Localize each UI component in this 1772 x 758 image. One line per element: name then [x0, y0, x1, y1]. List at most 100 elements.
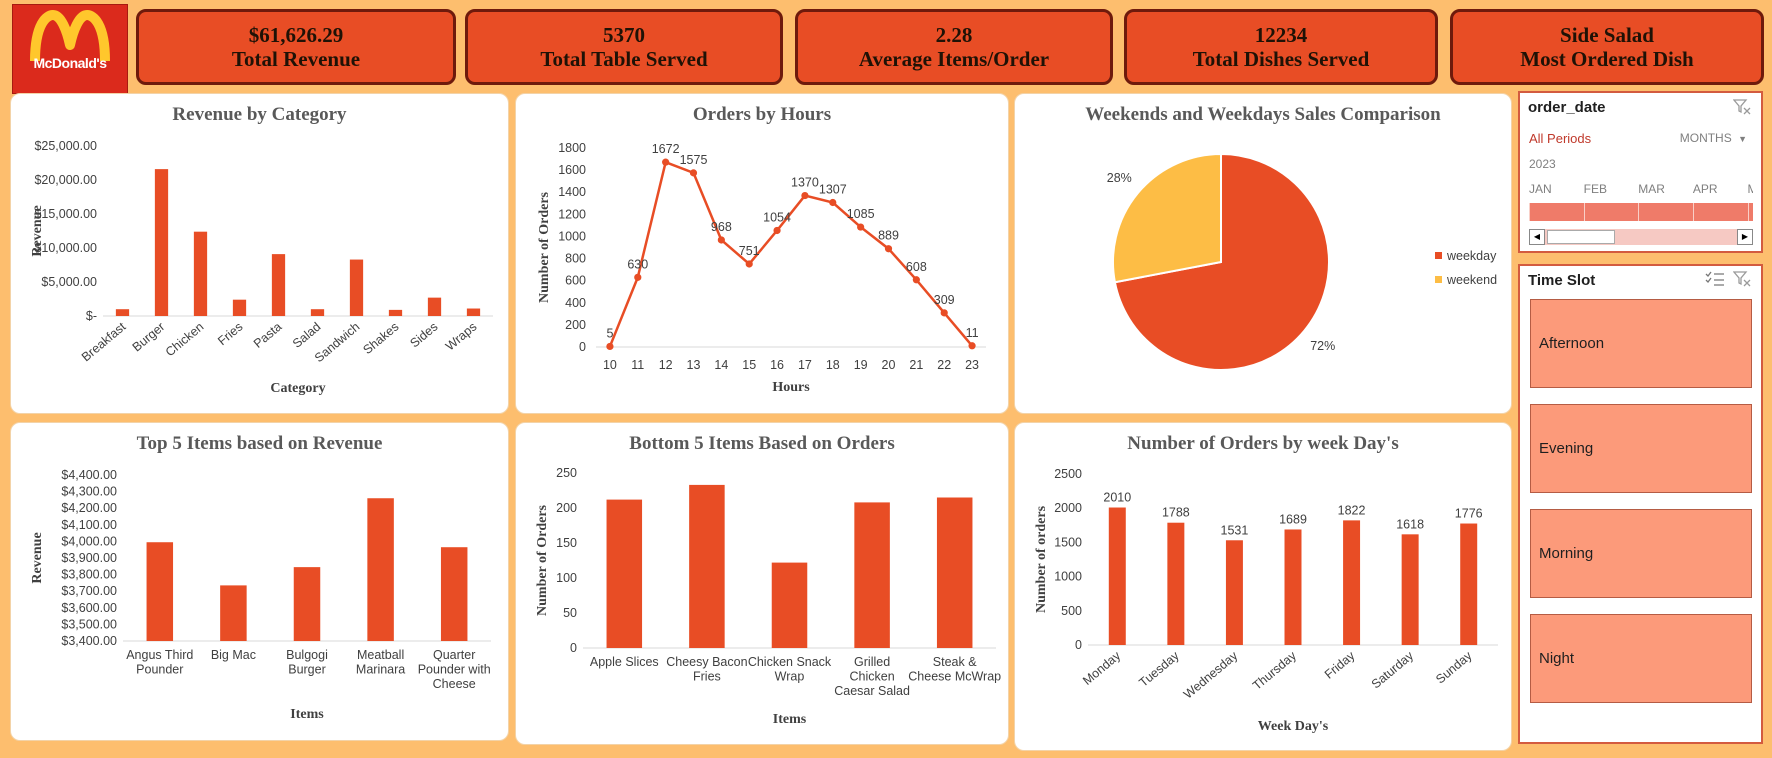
x-tick-label: 14 [714, 358, 728, 372]
data-label: 1531 [1221, 523, 1249, 537]
data-label: 1672 [652, 142, 680, 156]
x-tick-label: Marinara [356, 663, 405, 677]
kpi-value: Side Salad [1560, 23, 1654, 47]
time-slot-morning[interactable]: Morning [1530, 509, 1752, 598]
month-cell[interactable] [1583, 203, 1639, 221]
clear-filter-icon[interactable] [1732, 271, 1751, 292]
x-tick-label: Salad [290, 320, 324, 351]
y-axis-title: Revenue [30, 532, 45, 583]
kpi-label: Average Items/Order [858, 47, 1050, 71]
chart-bottom5-items-orders[interactable]: Bottom 5 Items Based on Orders 0 50 100 150… [515, 422, 1009, 745]
data-label: 1054 [763, 210, 791, 224]
data-label: 5 [606, 326, 613, 340]
bar [689, 484, 725, 648]
x-tick-label: Pasta [251, 320, 285, 351]
scroll-right-icon[interactable]: ▶ [1737, 229, 1753, 245]
y-tick-label: $25,000.00 [34, 139, 97, 153]
y-tick-label: $4,300.00 [61, 485, 117, 499]
time-slot-slicer[interactable]: Time Slot Afternoon Evening Morning Nigh… [1518, 264, 1763, 744]
y-tick-label: $- [86, 309, 97, 323]
bar [154, 169, 169, 316]
x-tick-label: Breakfast [79, 319, 129, 364]
chart-revenue-by-category[interactable]: Revenue by Category $- $5,000.00 $10,000.0… [10, 93, 509, 414]
kpi-value: 12234 [1254, 23, 1308, 47]
chart-orders-by-weekday[interactable]: Number of Orders by week Day's 0 500 1000 1… [1014, 422, 1512, 751]
month-cell[interactable] [1638, 203, 1693, 221]
data-label: 1822 [1338, 503, 1366, 517]
data-label: 11 [966, 326, 979, 340]
y-tick-label: 500 [1061, 604, 1082, 618]
data-point [606, 342, 614, 351]
x-tick-label: 12 [659, 358, 673, 372]
y-tick-label: $10,000.00 [34, 241, 97, 255]
data-label: 2010 [1103, 491, 1131, 505]
bar [1225, 540, 1243, 645]
x-tick-label: 16 [770, 358, 784, 372]
x-tick-label: Cheese McWrap [908, 670, 1001, 684]
data-point [662, 158, 670, 166]
chart-top5-items-revenue[interactable]: Top 5 Items based on Revenue $3,400.00 $3… [10, 422, 509, 741]
data-point [857, 223, 865, 231]
x-tick-label: Chicken [163, 320, 207, 360]
x-tick-label: Cheesy Bacon [666, 655, 747, 669]
y-tick-label: 200 [556, 501, 577, 515]
data-label: 309 [934, 293, 955, 307]
scroll-thumb[interactable] [1547, 230, 1615, 244]
x-tick-label: Sunday [1433, 648, 1475, 686]
bar [388, 309, 403, 316]
y-tick-label: $3,800.00 [61, 568, 117, 582]
chart-svg: 0 50 100 150 200 250 Apple Slices Cheesy BaconF… [535, 466, 1001, 727]
clear-filter-icon[interactable] [1732, 99, 1751, 120]
kpi-label: Total Revenue [231, 47, 361, 71]
y-tick-label: $15,000.00 [34, 207, 97, 221]
data-point [912, 276, 920, 284]
data-point [884, 245, 893, 253]
x-tick-label: Fries [693, 670, 721, 684]
y-tick-label: $4,200.00 [61, 501, 117, 515]
chart-svg: 72% weekday 28% weekend [1107, 152, 1497, 371]
x-tick-label: 17 [798, 358, 812, 372]
x-tick-label: Pounder [136, 663, 183, 677]
chart-title: Top 5 Items based on Revenue [136, 433, 383, 454]
timeline-scrollbar[interactable]: ◀ ▶ [1529, 229, 1753, 245]
month-label: MAR [1638, 182, 1665, 196]
time-slot-night[interactable]: Night [1530, 614, 1752, 703]
kpi-total-revenue: $61,626.29 Total Revenue [136, 9, 456, 85]
x-tick-label: Wraps [443, 320, 479, 354]
month-label: APR [1692, 182, 1718, 196]
month-cell[interactable] [1692, 203, 1748, 221]
series-line [608, 160, 974, 347]
bar [310, 309, 325, 316]
kpi-label: Total Dishes Served [1192, 47, 1370, 71]
time-slot-label: Afternoon [1539, 335, 1605, 352]
data-point [634, 273, 642, 281]
y-tick-label: 150 [556, 536, 577, 550]
x-tick-label: 11 [631, 358, 644, 372]
bar [1460, 523, 1478, 645]
x-tick-label: 13 [687, 358, 701, 372]
y-tick-label: 2000 [1054, 501, 1082, 515]
timeline-bar[interactable] [1529, 203, 1753, 221]
x-tick-label: Wednesday [1181, 648, 1241, 701]
time-level-dropdown[interactable]: MONTHS ▼ [1680, 131, 1747, 145]
chart-weekend-weekday-sales[interactable]: Weekends and Weekdays Sales Comparison 7… [1014, 93, 1512, 414]
y-tick-label: 100 [556, 571, 577, 585]
y-tick-label: $3,600.00 [61, 601, 117, 615]
chart-orders-by-hours[interactable]: Orders by Hours 0 200 400 600 800 1000 1200 140… [515, 93, 1009, 414]
time-slot-evening[interactable]: Evening [1530, 404, 1752, 493]
month-cell[interactable] [1747, 203, 1753, 221]
scroll-left-icon[interactable]: ◀ [1529, 229, 1545, 245]
multi-select-icon[interactable] [1705, 271, 1725, 292]
x-tick-label: Cheese [433, 677, 476, 691]
bar [193, 231, 208, 316]
kpi-value: 2.28 [935, 23, 973, 47]
legend-swatch [1435, 276, 1442, 283]
order-date-timeline-slicer[interactable]: order_date All Periods MONTHS ▼ 2023 JAN… [1518, 91, 1763, 253]
y-tick-label: $5,000.00 [41, 275, 97, 289]
data-point [717, 236, 725, 244]
chart-svg: $- $5,000.00 $10,000.00 $15,000.00 $20,000.0… [30, 139, 493, 396]
year-label: 2023 [1529, 157, 1556, 171]
logo-text: McDonald's [33, 55, 107, 71]
month-cell[interactable] [1529, 203, 1584, 221]
time-slot-afternoon[interactable]: Afternoon [1530, 299, 1752, 388]
